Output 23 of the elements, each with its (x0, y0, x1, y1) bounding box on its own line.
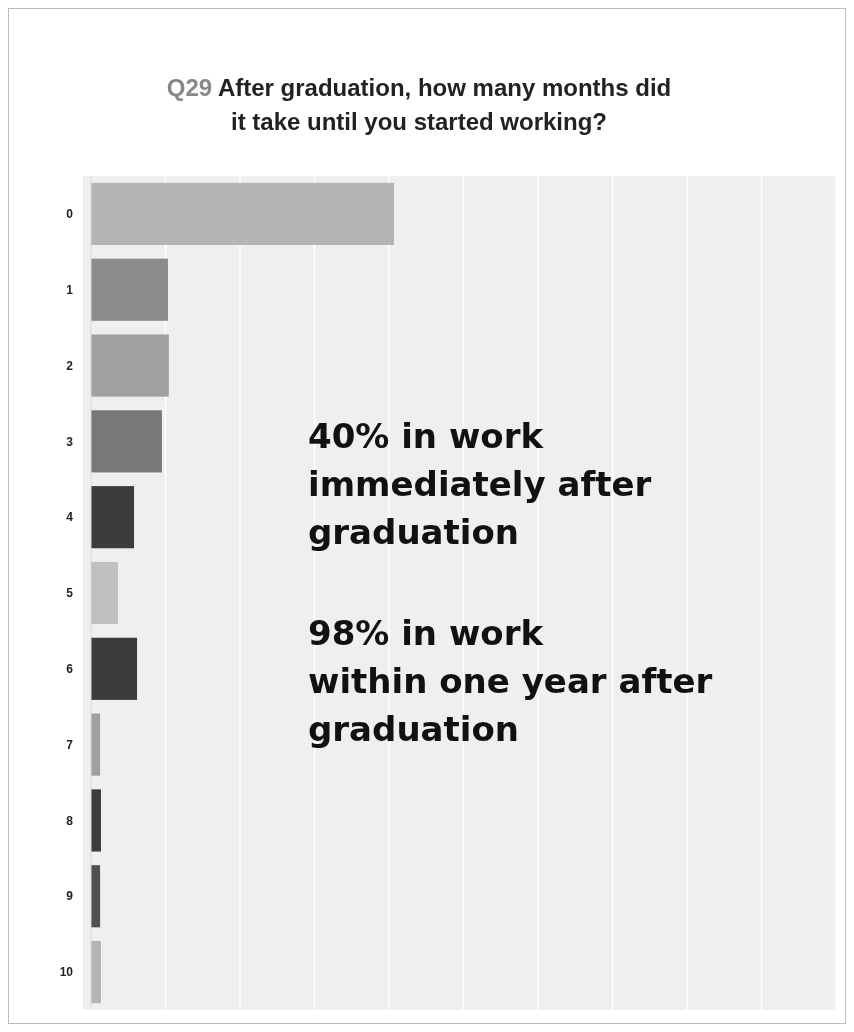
bar (91, 486, 135, 549)
bar (91, 258, 168, 321)
y-tick-label: 3 (66, 434, 74, 449)
annotation: 98% in work within one year after graduation (308, 613, 713, 749)
y-tick-label: 4 (66, 510, 74, 525)
annotation: 40% in work immediately after graduation (308, 416, 652, 552)
y-tick-label: 7 (66, 737, 74, 752)
bar (91, 410, 162, 473)
bar (91, 182, 394, 245)
bar (91, 561, 118, 625)
bar (91, 941, 101, 1004)
y-tick-label: 1 (66, 282, 74, 297)
y-tick-label: 9 (66, 889, 74, 904)
y-tick-label: 5 (66, 586, 74, 601)
bar (91, 637, 138, 700)
bar (91, 789, 101, 852)
y-tick-label: 6 (66, 662, 74, 677)
y-tick-label: 0 (66, 207, 74, 222)
y-tick-label: 10 (59, 965, 74, 980)
chart-title: Q29 After graduation, how many months did it take until you started working? (166, 74, 672, 135)
y-tick-label: 8 (66, 813, 74, 828)
y-tick-label: 2 (66, 358, 74, 373)
bar (91, 334, 169, 397)
